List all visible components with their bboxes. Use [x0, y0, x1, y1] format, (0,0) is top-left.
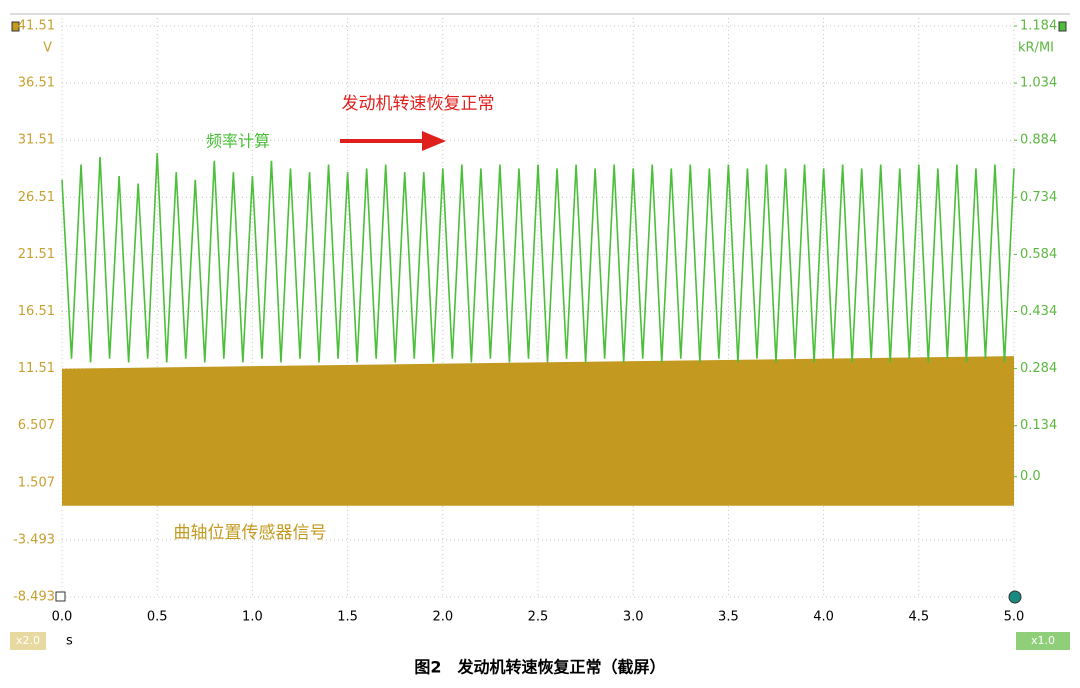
arrow-head [422, 131, 446, 151]
y-tick-label: 6.507 [18, 418, 55, 433]
series-label: 频率计算 [206, 132, 270, 151]
y-tick-label: 31.51 [18, 133, 55, 148]
marker [11, 21, 20, 32]
y-tick-label: 1.507 [18, 475, 55, 490]
marker [1058, 21, 1067, 32]
y2-tick-label: 1.184 [1020, 19, 1057, 34]
y-tick-label: 26.51 [18, 190, 55, 205]
y-tick-label: 41.51 [18, 19, 55, 34]
annotation: 发动机转速恢复正常 [342, 94, 495, 114]
x-tick-label: 3.0 [623, 610, 644, 625]
x-tick-label: 1.5 [337, 610, 358, 625]
left-scale-box [10, 632, 46, 650]
caption: 图2 发动机转速恢复正常（截屏） [414, 658, 665, 677]
y2-tick-label: 0.0 [1020, 469, 1041, 484]
x-tick-label: 4.5 [908, 610, 929, 625]
signal-band [62, 356, 1014, 506]
y-tick-label: 21.51 [18, 247, 55, 262]
y2-tick-label: 1.034 [1020, 76, 1057, 91]
x-tick-label: 0.0 [52, 610, 73, 625]
x-tick-label: 4.0 [813, 610, 834, 625]
y-tick-label: 11.51 [18, 361, 55, 376]
y-tick-label: 36.51 [18, 76, 55, 91]
y-tick-label: 16.51 [18, 304, 55, 319]
x-tick-label: 3.5 [718, 610, 739, 625]
y2-axis-label: kR/MI [1018, 41, 1054, 56]
left-scale-label: x2.0 [16, 634, 40, 647]
series-label: 曲轴位置传感器信号 [174, 523, 327, 543]
y-tick-label: -3.493 [13, 532, 55, 547]
y2-tick-label: 0.134 [1020, 418, 1057, 433]
y2-tick-label: 0.734 [1020, 190, 1057, 205]
x-tick-label: 0.5 [147, 610, 168, 625]
right-scale-label: x1.0 [1031, 634, 1055, 647]
x-tick-label: 5.0 [1004, 610, 1025, 625]
signal-line [61, 153, 1015, 363]
y-tick-label: -8.493 [13, 590, 55, 605]
x-axis-label: s [66, 634, 73, 649]
y2-tick-label: 0.284 [1020, 361, 1057, 376]
x-tick-label: 1.0 [242, 610, 263, 625]
y2-tick-label: 0.434 [1020, 304, 1057, 319]
marker [1008, 590, 1022, 604]
marker [55, 591, 66, 602]
y2-tick-label: 0.584 [1020, 247, 1057, 262]
y-axis-label: V [43, 41, 52, 56]
x-tick-label: 2.5 [528, 610, 549, 625]
right-scale-box [1016, 632, 1070, 650]
y2-tick-label: 0.884 [1020, 133, 1057, 148]
x-tick-label: 2.0 [432, 610, 453, 625]
